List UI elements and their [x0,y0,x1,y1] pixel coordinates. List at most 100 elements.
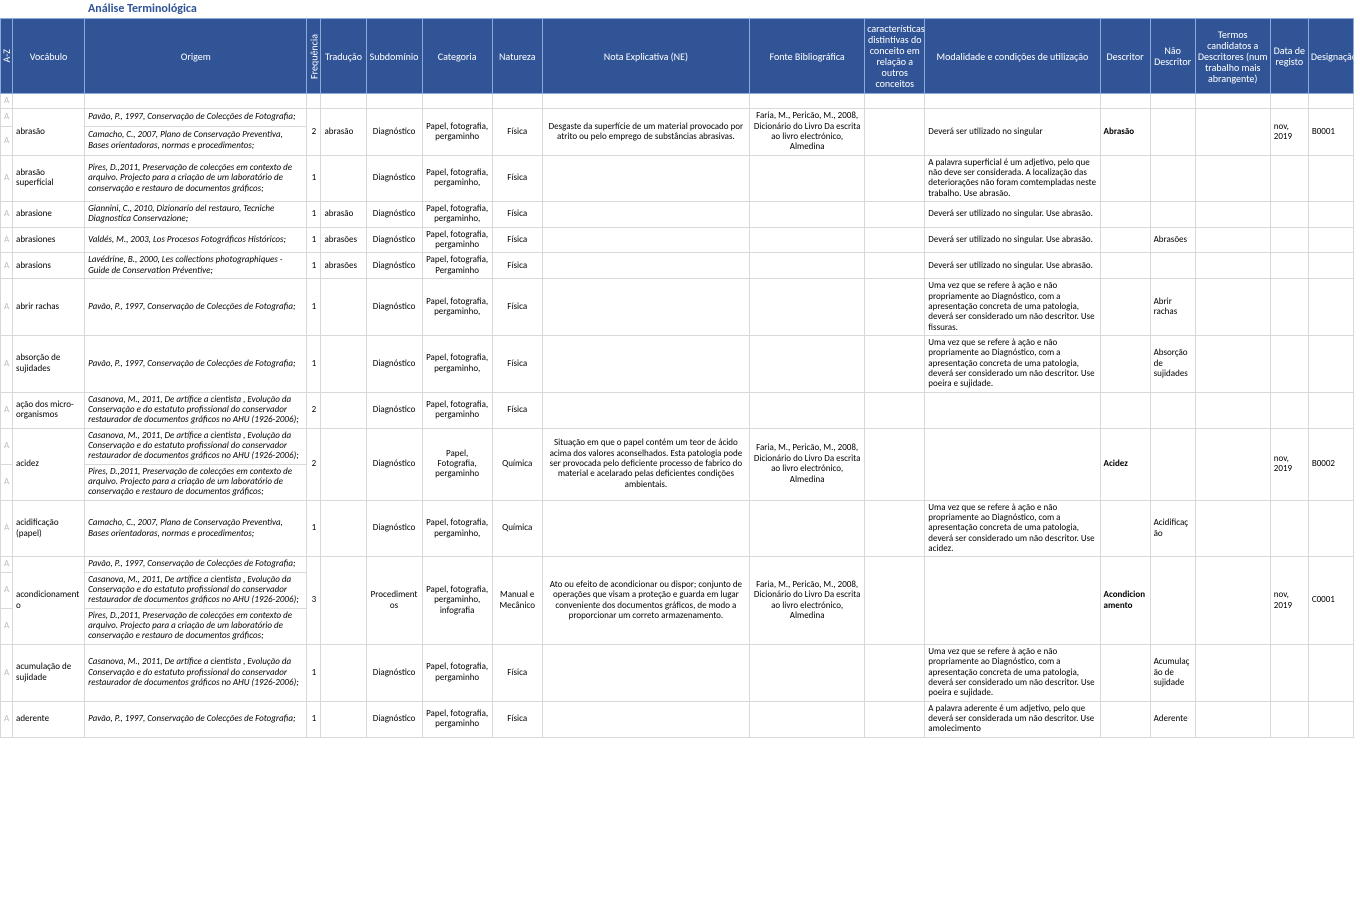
cell-trad [321,428,366,500]
cell-origem: Valdés, M., 2003, Los Procesos Fotográfi… [85,227,307,253]
cell-ne [542,227,749,253]
cell-data: nov, 2019 [1270,557,1308,644]
cell-ndescr [1150,155,1195,201]
cell-cat: Papel, fotografia, pergaminho [422,227,492,253]
cell-fonte [750,155,865,201]
cell-freq: 3 [307,557,321,644]
cell-sub: Procedimentos [366,557,422,644]
cell-carac [865,227,925,253]
cell-mod: Uma vez que se refere à ação e não propr… [925,335,1100,392]
cell-cand [1195,155,1270,201]
cell-desig [1308,253,1353,279]
cell-desig [1308,202,1353,228]
col-ne[interactable]: Nota Explicativa (NE) [542,19,749,94]
cell-ne: Ato ou efeito de acondicionar ou dispor;… [542,557,749,644]
cell-ndescr: Absorção de sujidades [1150,335,1195,392]
cell-descr [1100,644,1150,701]
col-fonte[interactable]: Fonte Bibliográfica [750,19,865,94]
col-natureza[interactable]: Natureza [492,19,542,94]
cell-trad [321,155,366,201]
cell-nat: Física [492,392,542,428]
cell-freq: 2 [307,428,321,500]
cell-sub: Diagnóstico [366,227,422,253]
cell-nat: Física [492,644,542,701]
cell-origem: Casanova, M., 2011, De artífice a cienti… [85,392,307,428]
cell-vocabulo: abrasions [13,253,85,279]
cell-cat: Papel, fotografia, pergaminho [422,109,492,155]
col-categoria[interactable]: Categoria [422,19,492,94]
cell-ne [542,279,749,336]
cell-vocabulo: aderente [13,701,85,737]
cell-freq: 1 [307,500,321,557]
cell-descr [1100,155,1150,201]
cell-data: nov, 2019 [1270,109,1308,155]
cell-nat: Física [492,279,542,336]
table-row: Aabrir rachasPavão, P., 1997, Conservaçã… [1,279,1354,336]
cell-cand [1195,500,1270,557]
col-candidatos[interactable]: Termos candidatos a Descritores (num tra… [1195,19,1270,94]
cell-vocabulo: absorção de sujidades [13,335,85,392]
cell-vocabulo: abrasão superficial [13,155,85,201]
table-row: AacidezCasanova, M., 2011, De artífice a… [1,428,1354,464]
cell-vocabulo: acumulação de sujidade [13,644,85,701]
cell-cat: Papel, fotografia, pergaminho [422,644,492,701]
cell-ndescr [1150,428,1195,500]
cell-desig: C0001 [1308,557,1353,644]
cell-cat: Papel, fotografia, Pergaminho [422,253,492,279]
cell-trad [321,701,366,737]
col-descritor[interactable]: Descritor [1100,19,1150,94]
cell-ndescr [1150,202,1195,228]
cell-mod: Deverá ser utilizado no singular. Use ab… [925,202,1100,228]
cell-cand [1195,644,1270,701]
cell-nat: Física [492,253,542,279]
cell-ndescr [1150,557,1195,644]
cell-cand [1195,701,1270,737]
cell-vocabulo: abrasão [13,109,85,155]
cell-mod: Uma vez que se refere à ação e não propr… [925,279,1100,336]
cell-sub: Diagnóstico [366,335,422,392]
page-title: Análise Terminológica [0,0,1360,18]
cell-carac [865,428,925,500]
cell-descr: Acidez [1100,428,1150,500]
cell-ne [542,701,749,737]
cell-desig [1308,701,1353,737]
cell-freq: 1 [307,202,321,228]
col-data[interactable]: Data de registo [1270,19,1308,94]
cell-nat: Física [492,202,542,228]
cell-carac [865,557,925,644]
cell-cat: Papel, fotografia, pergaminho, [422,335,492,392]
cell-descr [1100,279,1150,336]
cell-trad [321,557,366,644]
col-traducao[interactable]: Tradução [321,19,366,94]
cell-descr: Abrasão [1100,109,1150,155]
col-vocabulo[interactable]: Vocábulo [13,19,85,94]
cell-ndescr [1150,253,1195,279]
cell-carac [865,500,925,557]
col-subdominio[interactable]: Subdomínio [366,19,422,94]
cell-carac [865,644,925,701]
cell-cat: Papel, fotografia, pergaminho, infografi… [422,557,492,644]
cell-origem: Pires, D.,2011, Preservação de colecções… [85,155,307,201]
col-az[interactable]: A-Z [1,19,13,94]
cell-ne: Situação em que o papel contém um teor d… [542,428,749,500]
cell-data [1270,202,1308,228]
cell-freq: 2 [307,109,321,155]
cell-cand [1195,335,1270,392]
cell-ne: Desgaste da superfície de um material pr… [542,109,749,155]
cell-descr [1100,335,1150,392]
col-freq[interactable]: Frequência [307,19,321,94]
cell-carac [865,109,925,155]
cell-descr: Acondicionamento [1100,557,1150,644]
col-modalidade[interactable]: Modalidade e condições de utilização [925,19,1100,94]
cell-ne [542,644,749,701]
col-nao-descritor[interactable]: Não Descritor [1150,19,1195,94]
cell-descr [1100,701,1150,737]
cell-data [1270,155,1308,201]
cell-sub: Diagnóstico [366,428,422,500]
cell-origem: Casanova, M., 2011, De artífice a cienti… [85,428,307,464]
col-caracteristicas[interactable]: características distintivas do conceito … [865,19,925,94]
col-origem[interactable]: Origem [85,19,307,94]
col-designacao[interactable]: Designação [1308,19,1353,94]
cell-trad: abrasão [321,109,366,155]
cell-fonte [750,227,865,253]
